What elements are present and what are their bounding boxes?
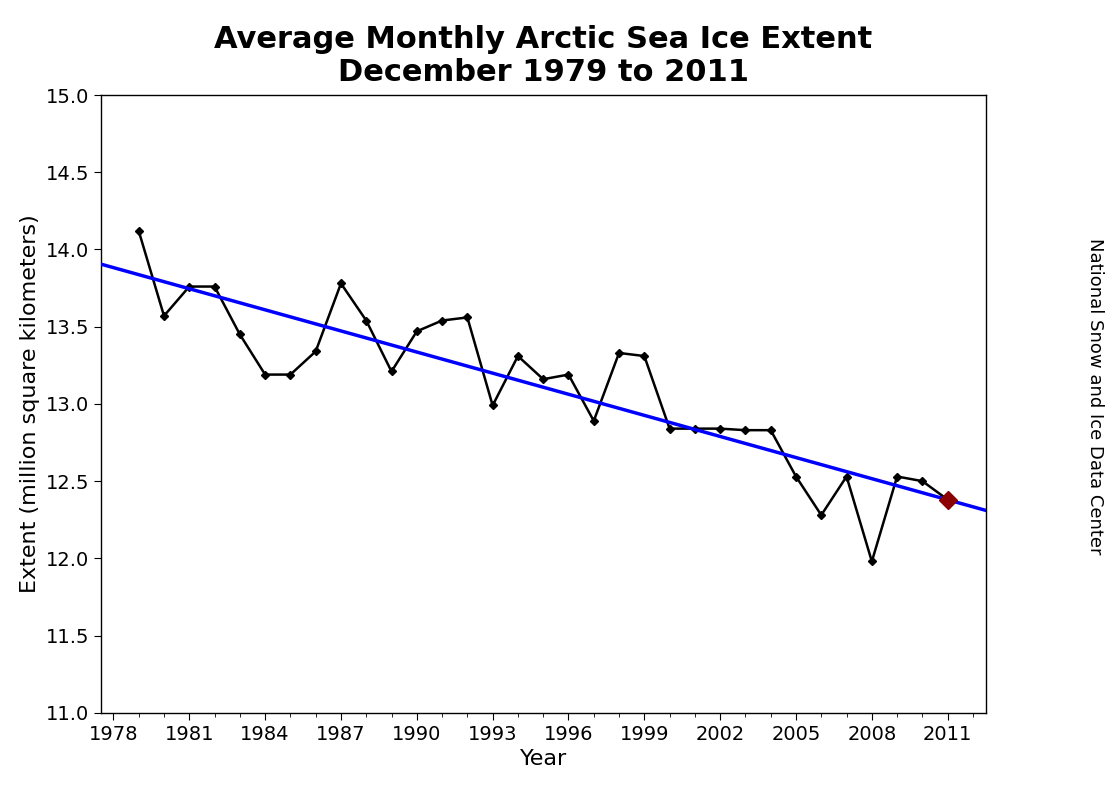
- Text: National Snow and Ice Data Center: National Snow and Ice Data Center: [1086, 238, 1104, 554]
- Y-axis label: Extent (million square kilometers): Extent (million square kilometers): [20, 215, 40, 593]
- Title: Average Monthly Arctic Sea Ice Extent
December 1979 to 2011: Average Monthly Arctic Sea Ice Extent De…: [214, 25, 872, 87]
- X-axis label: Year: Year: [520, 749, 567, 769]
